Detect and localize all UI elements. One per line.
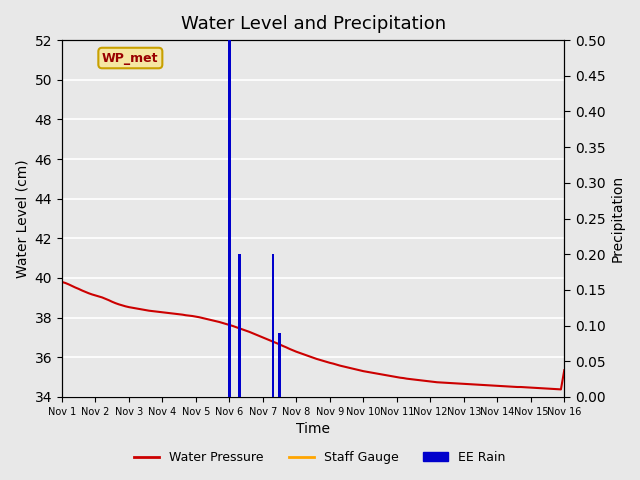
Text: WP_met: WP_met [102, 51, 159, 64]
Y-axis label: Precipitation: Precipitation [611, 175, 625, 262]
Bar [238, 254, 241, 397]
Bar [278, 333, 281, 397]
Bar [228, 40, 230, 397]
Title: Water Level and Precipitation: Water Level and Precipitation [180, 15, 445, 33]
X-axis label: Time: Time [296, 422, 330, 436]
Legend: Water Pressure, Staff Gauge, EE Rain: Water Pressure, Staff Gauge, EE Rain [129, 446, 511, 469]
Y-axis label: Water Level (cm): Water Level (cm) [15, 159, 29, 278]
Bar [271, 254, 274, 397]
